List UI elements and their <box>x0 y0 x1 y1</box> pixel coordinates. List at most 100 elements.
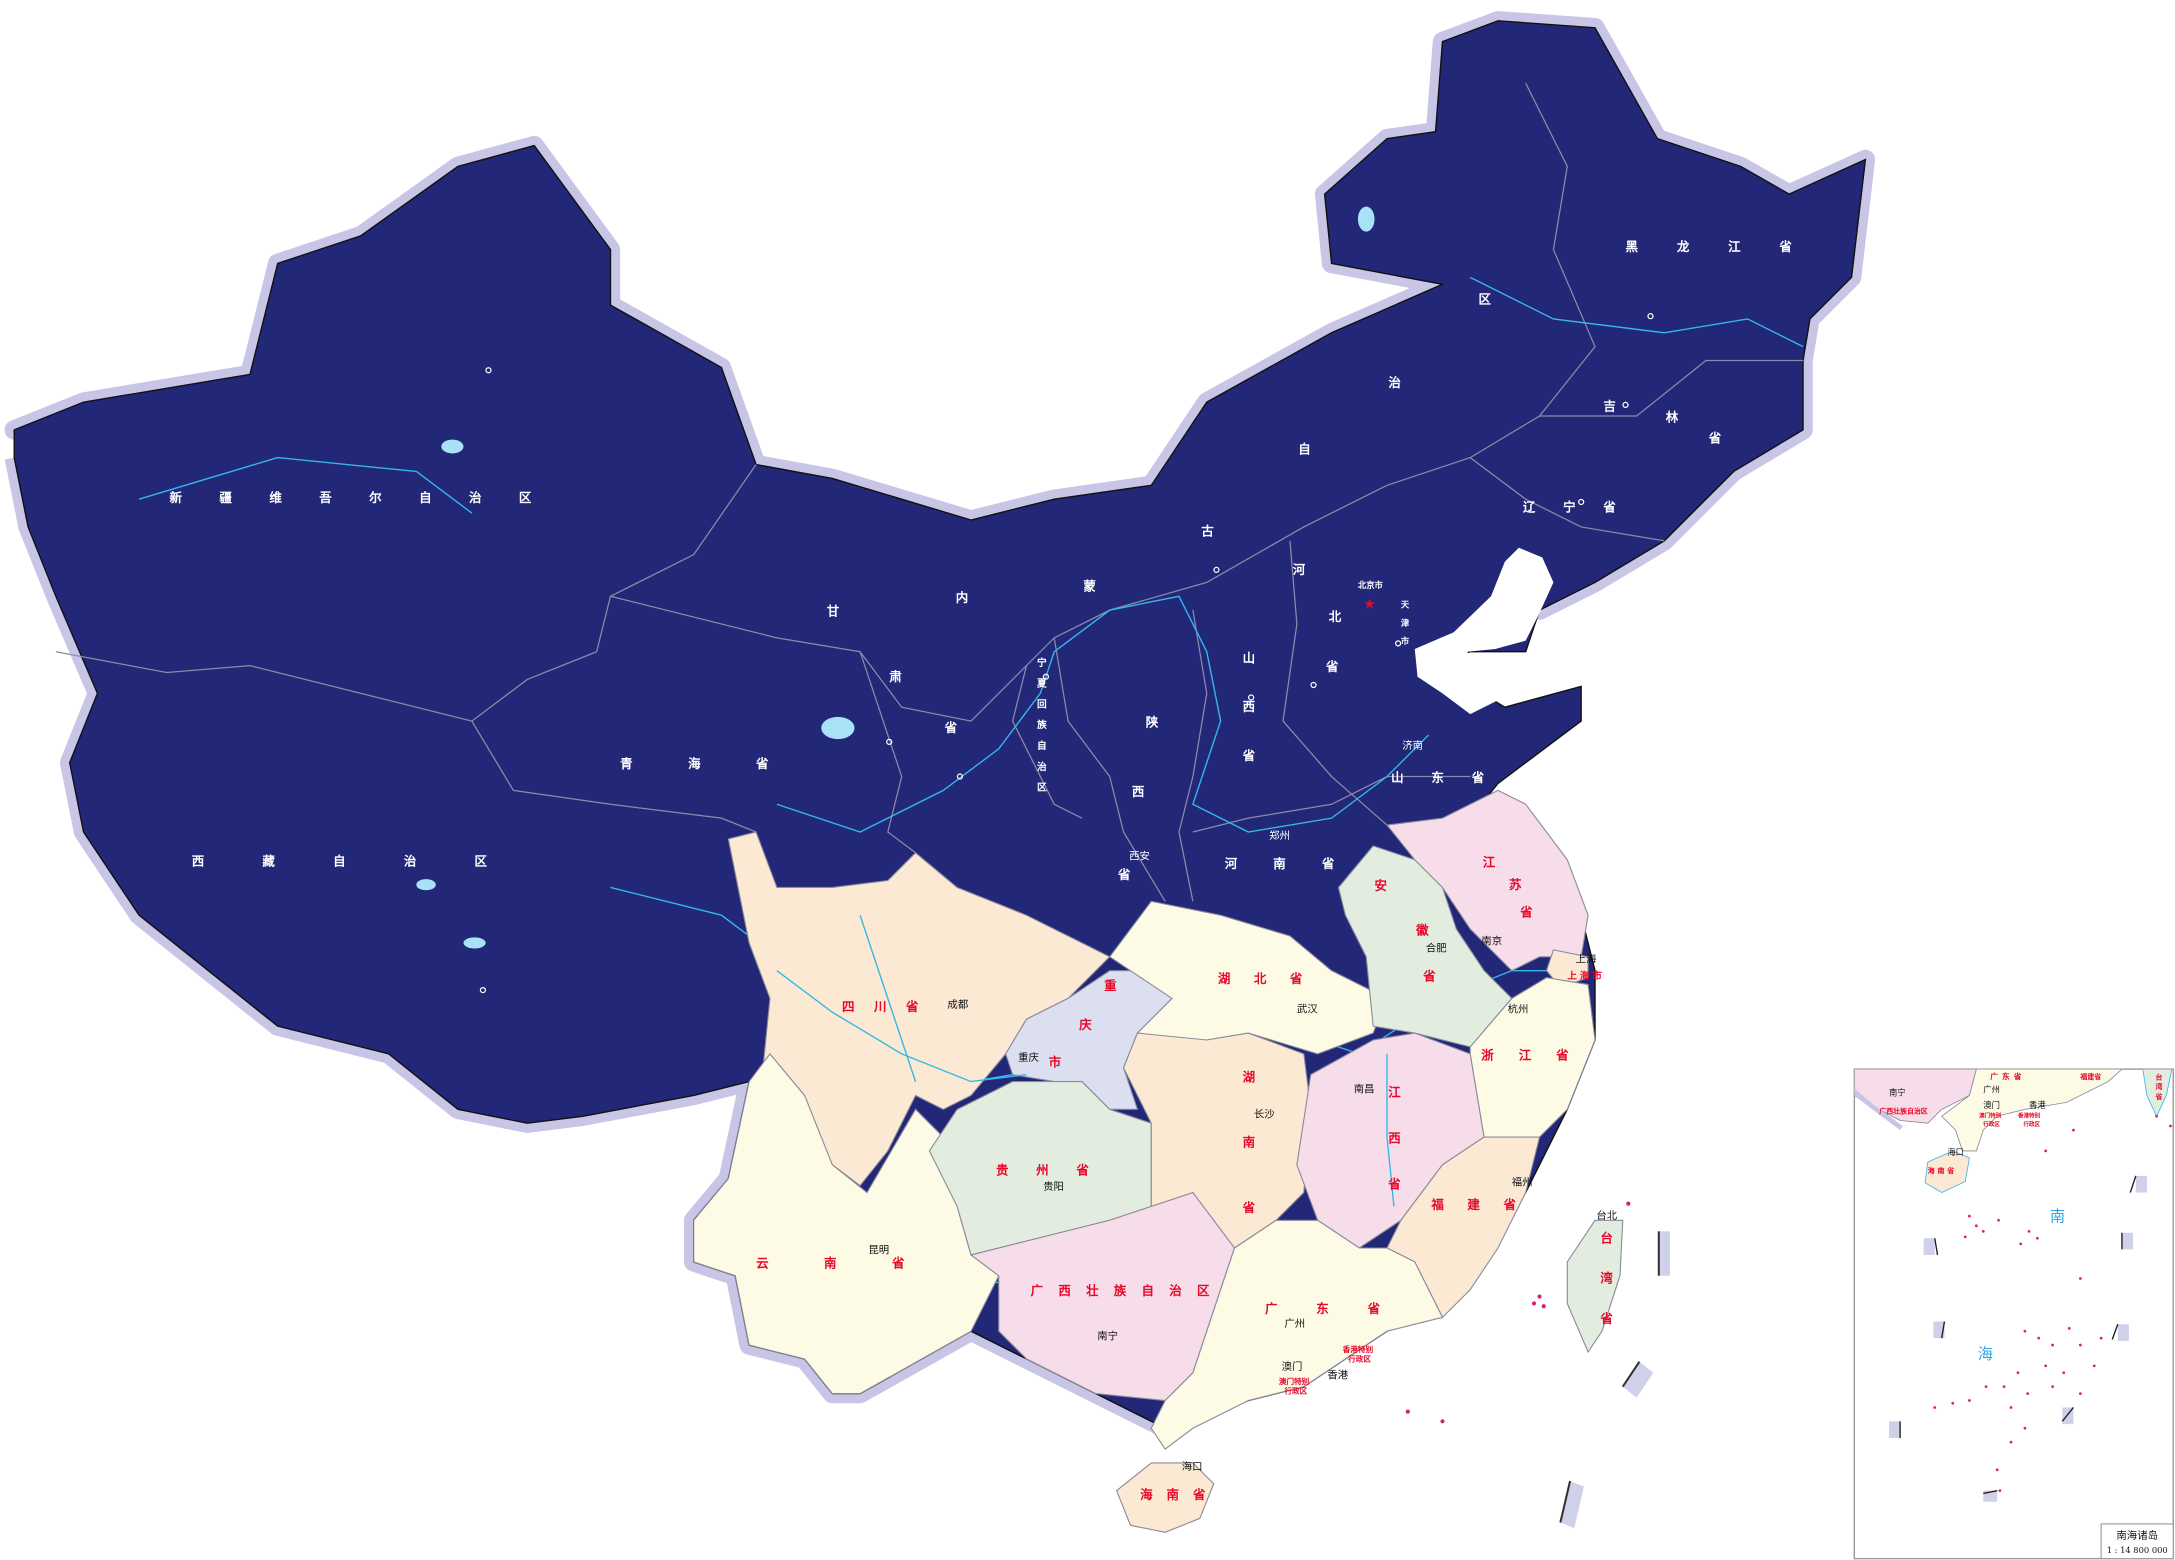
label-shaanxi-2: 西 <box>1132 784 1144 799</box>
label-shanxi: 山西省 <box>1241 651 1256 798</box>
label-hongkong-2: 行政区 <box>1347 1354 1371 1364</box>
province-guangdong[interactable] <box>1150 1219 1444 1450</box>
label-hainan: 海南省 <box>1140 1487 1219 1502</box>
label-gansu-2: 肃 <box>889 669 902 684</box>
label-taiwan: 台湾省 <box>1599 1230 1614 1352</box>
bohai-sea <box>1414 547 1554 715</box>
label-anhui-2: 徽 <box>1415 923 1429 938</box>
city-nanchang: 南昌 <box>1354 1083 1375 1096</box>
inset-sea-char-2: 海 <box>1978 1345 1993 1363</box>
south-labels: 四川省 重 庆 市 湖北省 湖南省 安 徽 省 江 苏 省 上海市 浙江省 江西… <box>756 855 1614 1502</box>
province-fujian[interactable] <box>1386 1136 1541 1319</box>
city-taibei: 台北 <box>1596 1209 1617 1222</box>
southern-provinces <box>693 789 1624 1533</box>
label-macao-1: 澳门特别 <box>1279 1376 1310 1386</box>
inset-label-hongkong-1: 香港特别 <box>2017 1112 2041 1120</box>
label-sichuan: 四川省 <box>842 999 938 1014</box>
label-hunan: 湖南省 <box>1241 1069 1256 1266</box>
label-qinghai: 青海省 <box>620 756 824 771</box>
inset-label-macao-2: 行政区 <box>1982 1120 2000 1128</box>
inset-city-hongkong: 香港 <box>2029 1100 2046 1110</box>
label-hebei-1: 河 <box>1293 562 1306 577</box>
city-wuhan: 武汉 <box>1297 1002 1318 1015</box>
inset-legend-box <box>2100 1523 2174 1560</box>
nine-dash-marks <box>1559 1231 1670 1529</box>
city-hangzhou: 杭州 <box>1508 1002 1529 1015</box>
province-taiwan[interactable] <box>1566 1219 1624 1354</box>
inset-label-hainan: 海南省 <box>1928 1166 1957 1175</box>
city-fuzhou: 福州 <box>1512 1176 1533 1189</box>
city-guangzhou: 广州 <box>1284 1318 1305 1330</box>
city-hongkong: 香港 <box>1327 1369 1348 1381</box>
label-shaanxi-3: 省 <box>1117 867 1131 882</box>
city-labels: 成都 重庆 贵阳 昆明 南宁 广州 澳门 香港 海口 长沙 武汉 南昌 福州 台… <box>868 739 1617 1473</box>
lake <box>463 937 486 949</box>
inset-sea-char-1: 南 <box>2050 1208 2065 1226</box>
inset-coast-halo <box>1854 1088 1903 1131</box>
city-xian: 西安 <box>1129 850 1150 863</box>
label-chongqing-2: 庆 <box>1078 1017 1092 1032</box>
label-hongkong-1: 香港特别 <box>1342 1344 1374 1354</box>
label-liaoning: 辽宁省 <box>1523 500 1644 515</box>
inset-city-macao: 澳门 <box>1983 1100 2000 1110</box>
label-heilongjiang: 黑龙江省 <box>1626 239 1831 254</box>
label-shanghai: 上海市 <box>1567 969 1604 982</box>
province-hainan[interactable] <box>1115 1462 1215 1533</box>
label-anhui-1: 安 <box>1375 878 1387 893</box>
city-haikou: 海口 <box>1182 1460 1203 1473</box>
label-guizhou: 贵州省 <box>996 1163 1117 1178</box>
label-jilin-3: 省 <box>1708 430 1722 445</box>
islands <box>1405 1201 1631 1424</box>
label-guangxi: 广西壮族自治区 <box>1031 1283 1225 1298</box>
label-gansu-1: 甘 <box>827 604 840 619</box>
label-jiangsu-2: 苏 <box>1509 877 1522 892</box>
label-guangdong: 广东省 <box>1265 1301 1419 1316</box>
label-chongqing-3: 市 <box>1049 1054 1062 1069</box>
south-china-sea-inset: 南宁 广西壮族自治区 广东省 福建省 台湾省 广州 澳门 香港 澳门特别 行政区… <box>1853 1068 2174 1560</box>
label-ningxia: 宁夏回族自治区 <box>1035 656 1048 803</box>
label-jiangsu-3: 省 <box>1519 905 1533 920</box>
label-fujian: 福建省 <box>1430 1197 1539 1212</box>
city-nanning: 南宁 <box>1097 1330 1118 1343</box>
inset-title: 南海诸岛 <box>2116 1529 2158 1542</box>
province-borders-north <box>55 82 1804 902</box>
city-macao: 澳门 <box>1282 1360 1303 1373</box>
label-neimenggu-3: 古 <box>1201 523 1214 538</box>
label-neimenggu-1: 内 <box>956 590 968 605</box>
city-chengdu: 成都 <box>947 999 968 1011</box>
province-zhejiang[interactable] <box>1469 977 1596 1138</box>
city-chongqing: 重庆 <box>1018 1051 1039 1064</box>
inset-city-nanning: 南宁 <box>1889 1087 1906 1097</box>
label-jiangxi: 江西省 <box>1386 1085 1401 1223</box>
city-changsha: 长沙 <box>1254 1109 1275 1121</box>
inset-hainan <box>1924 1150 1970 1194</box>
label-anhui-3: 省 <box>1422 968 1436 983</box>
lake <box>1357 206 1375 232</box>
inset-label-fujian: 福建省 <box>2079 1072 2101 1081</box>
label-macao-2: 行政区 <box>1283 1386 1307 1396</box>
label-shandong: 山东省 <box>1391 770 1512 785</box>
label-xizang: 西藏自治区 <box>192 853 546 868</box>
inset-city-haikou: 海口 <box>1947 1147 1964 1157</box>
inset-scale: 1 : 14 800 000 <box>2107 1545 2168 1555</box>
qinghai-lake <box>821 716 855 740</box>
city-kunming: 昆明 <box>868 1245 889 1257</box>
capital-markers <box>479 313 1654 994</box>
label-tianjin: 天津市 <box>1400 600 1410 654</box>
label-jilin-2: 林 <box>1666 410 1679 425</box>
city-guiyang: 贵阳 <box>1043 1180 1064 1193</box>
inset-label-guangxi: 广西壮族自治区 <box>1879 1106 1928 1115</box>
label-yunnan: 云南省 <box>756 1255 960 1270</box>
city-jinan: 济南 <box>1402 739 1423 752</box>
label-gansu-3: 省 <box>944 720 958 735</box>
label-neimenggu-5: 治 <box>1388 375 1401 390</box>
city-shanghai: 上海 <box>1576 952 1597 965</box>
label-neimenggu-6: 区 <box>1479 292 1492 307</box>
north-labels: 新疆维吾尔自治区 西藏自治区 青海省 甘 肃 省 内 蒙 古 自 治 区 黑龙江… <box>170 239 1831 882</box>
province-yunnan[interactable] <box>693 1052 1000 1395</box>
label-henan: 河南省 <box>1225 856 1371 871</box>
label-zhejiang: 浙江省 <box>1481 1047 1593 1062</box>
inset-taiwan <box>2142 1069 2173 1118</box>
city-nanjing: 南京 <box>1481 934 1502 947</box>
